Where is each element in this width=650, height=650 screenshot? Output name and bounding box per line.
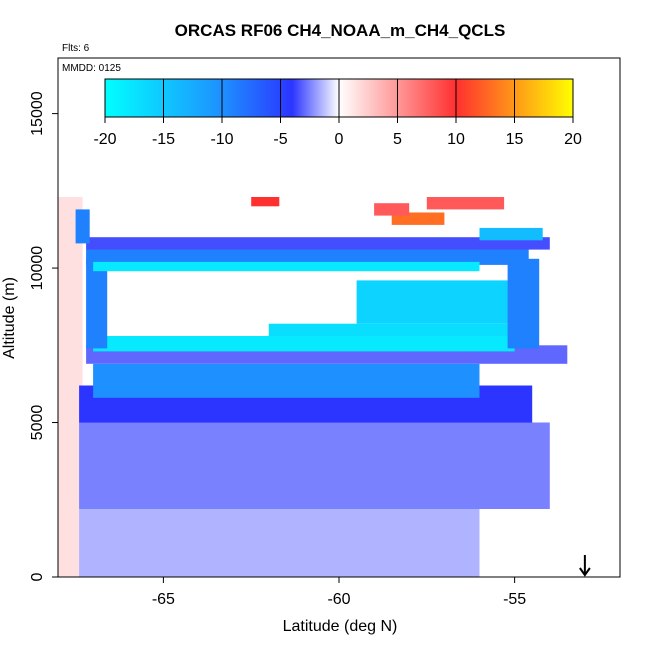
x-axis-label: Latitude (deg N) — [283, 618, 398, 635]
heatmap-cell — [356, 280, 515, 324]
heatmap-cell — [426, 197, 505, 210]
chart-title: ORCAS RF06 CH4_NOAA_m_CH4_QCLS — [175, 21, 506, 40]
heatmap-cell — [93, 261, 480, 272]
x-tick-label: -65 — [152, 591, 175, 608]
colorbar-ticks: -20 -15 -10 -5 0 5 10 15 20 — [93, 79, 582, 148]
y-tick-label: 5000 — [29, 405, 46, 441]
x-tick-label: -60 — [327, 591, 350, 608]
heatmap-cell — [86, 237, 550, 250]
heatmap-cell — [86, 258, 108, 349]
heatmap-cell — [374, 203, 410, 216]
colorbar-tick-label: 15 — [506, 131, 524, 148]
chart-subtitle: Flts: 6 — [62, 43, 90, 54]
colorbar-tick-label: 0 — [335, 131, 344, 148]
y-axis: 0 5000 10000 15000 — [29, 91, 58, 581]
y-tick-label: 15000 — [29, 91, 46, 136]
colorbar-tick-label: -15 — [152, 131, 175, 148]
colorbar-tick-label: -5 — [273, 131, 287, 148]
y-tick-label: 10000 — [29, 246, 46, 291]
heatmap-cell — [79, 422, 550, 509]
heatmap-cell — [93, 363, 480, 398]
x-tick-label: -55 — [503, 591, 526, 608]
mmdd-annotation: MMDD: 0125 — [62, 63, 121, 74]
heatmap-cell — [93, 336, 515, 352]
heatmap-cells — [58, 197, 568, 577]
y-tick-label: 0 — [29, 572, 46, 581]
arrow-down-icon — [579, 555, 591, 577]
colorbar-tick-label: 5 — [393, 131, 402, 148]
heatmap-cell — [79, 509, 480, 577]
arrow-head — [579, 567, 591, 577]
colorbar: -20 -15 -10 -5 0 5 10 15 20 — [93, 78, 582, 148]
colorbar-tick-label: -20 — [93, 131, 116, 148]
heatmap-cell — [251, 197, 280, 207]
y-axis-label: Altitude (m) — [1, 277, 18, 359]
x-axis: -65 -60 -55 — [152, 577, 526, 608]
colorbar-tick-label: 10 — [447, 131, 465, 148]
heatmap-cell — [58, 197, 83, 577]
colorbar-tick-label: 20 — [564, 131, 582, 148]
colorbar-tick-label: -10 — [210, 131, 233, 148]
heatmap-cell — [479, 227, 543, 241]
heatmap-cell — [268, 323, 515, 337]
heatmap-cell — [75, 209, 90, 244]
heatmap-cell — [86, 249, 529, 265]
heatmap-cell — [507, 258, 540, 349]
heatmap-cell — [391, 212, 445, 225]
